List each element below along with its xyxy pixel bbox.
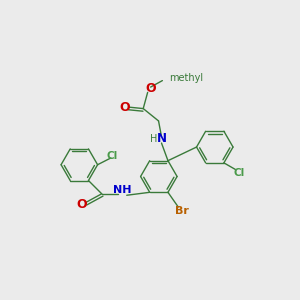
Text: NH: NH [113, 185, 132, 195]
Text: methyl: methyl [169, 73, 203, 83]
Text: O: O [145, 82, 156, 95]
Text: Cl: Cl [107, 152, 118, 161]
Text: Br: Br [175, 206, 189, 216]
Text: O: O [119, 100, 130, 114]
Text: O: O [77, 198, 87, 211]
Text: H: H [150, 134, 158, 145]
Text: N: N [157, 132, 166, 145]
Text: Cl: Cl [234, 168, 245, 178]
